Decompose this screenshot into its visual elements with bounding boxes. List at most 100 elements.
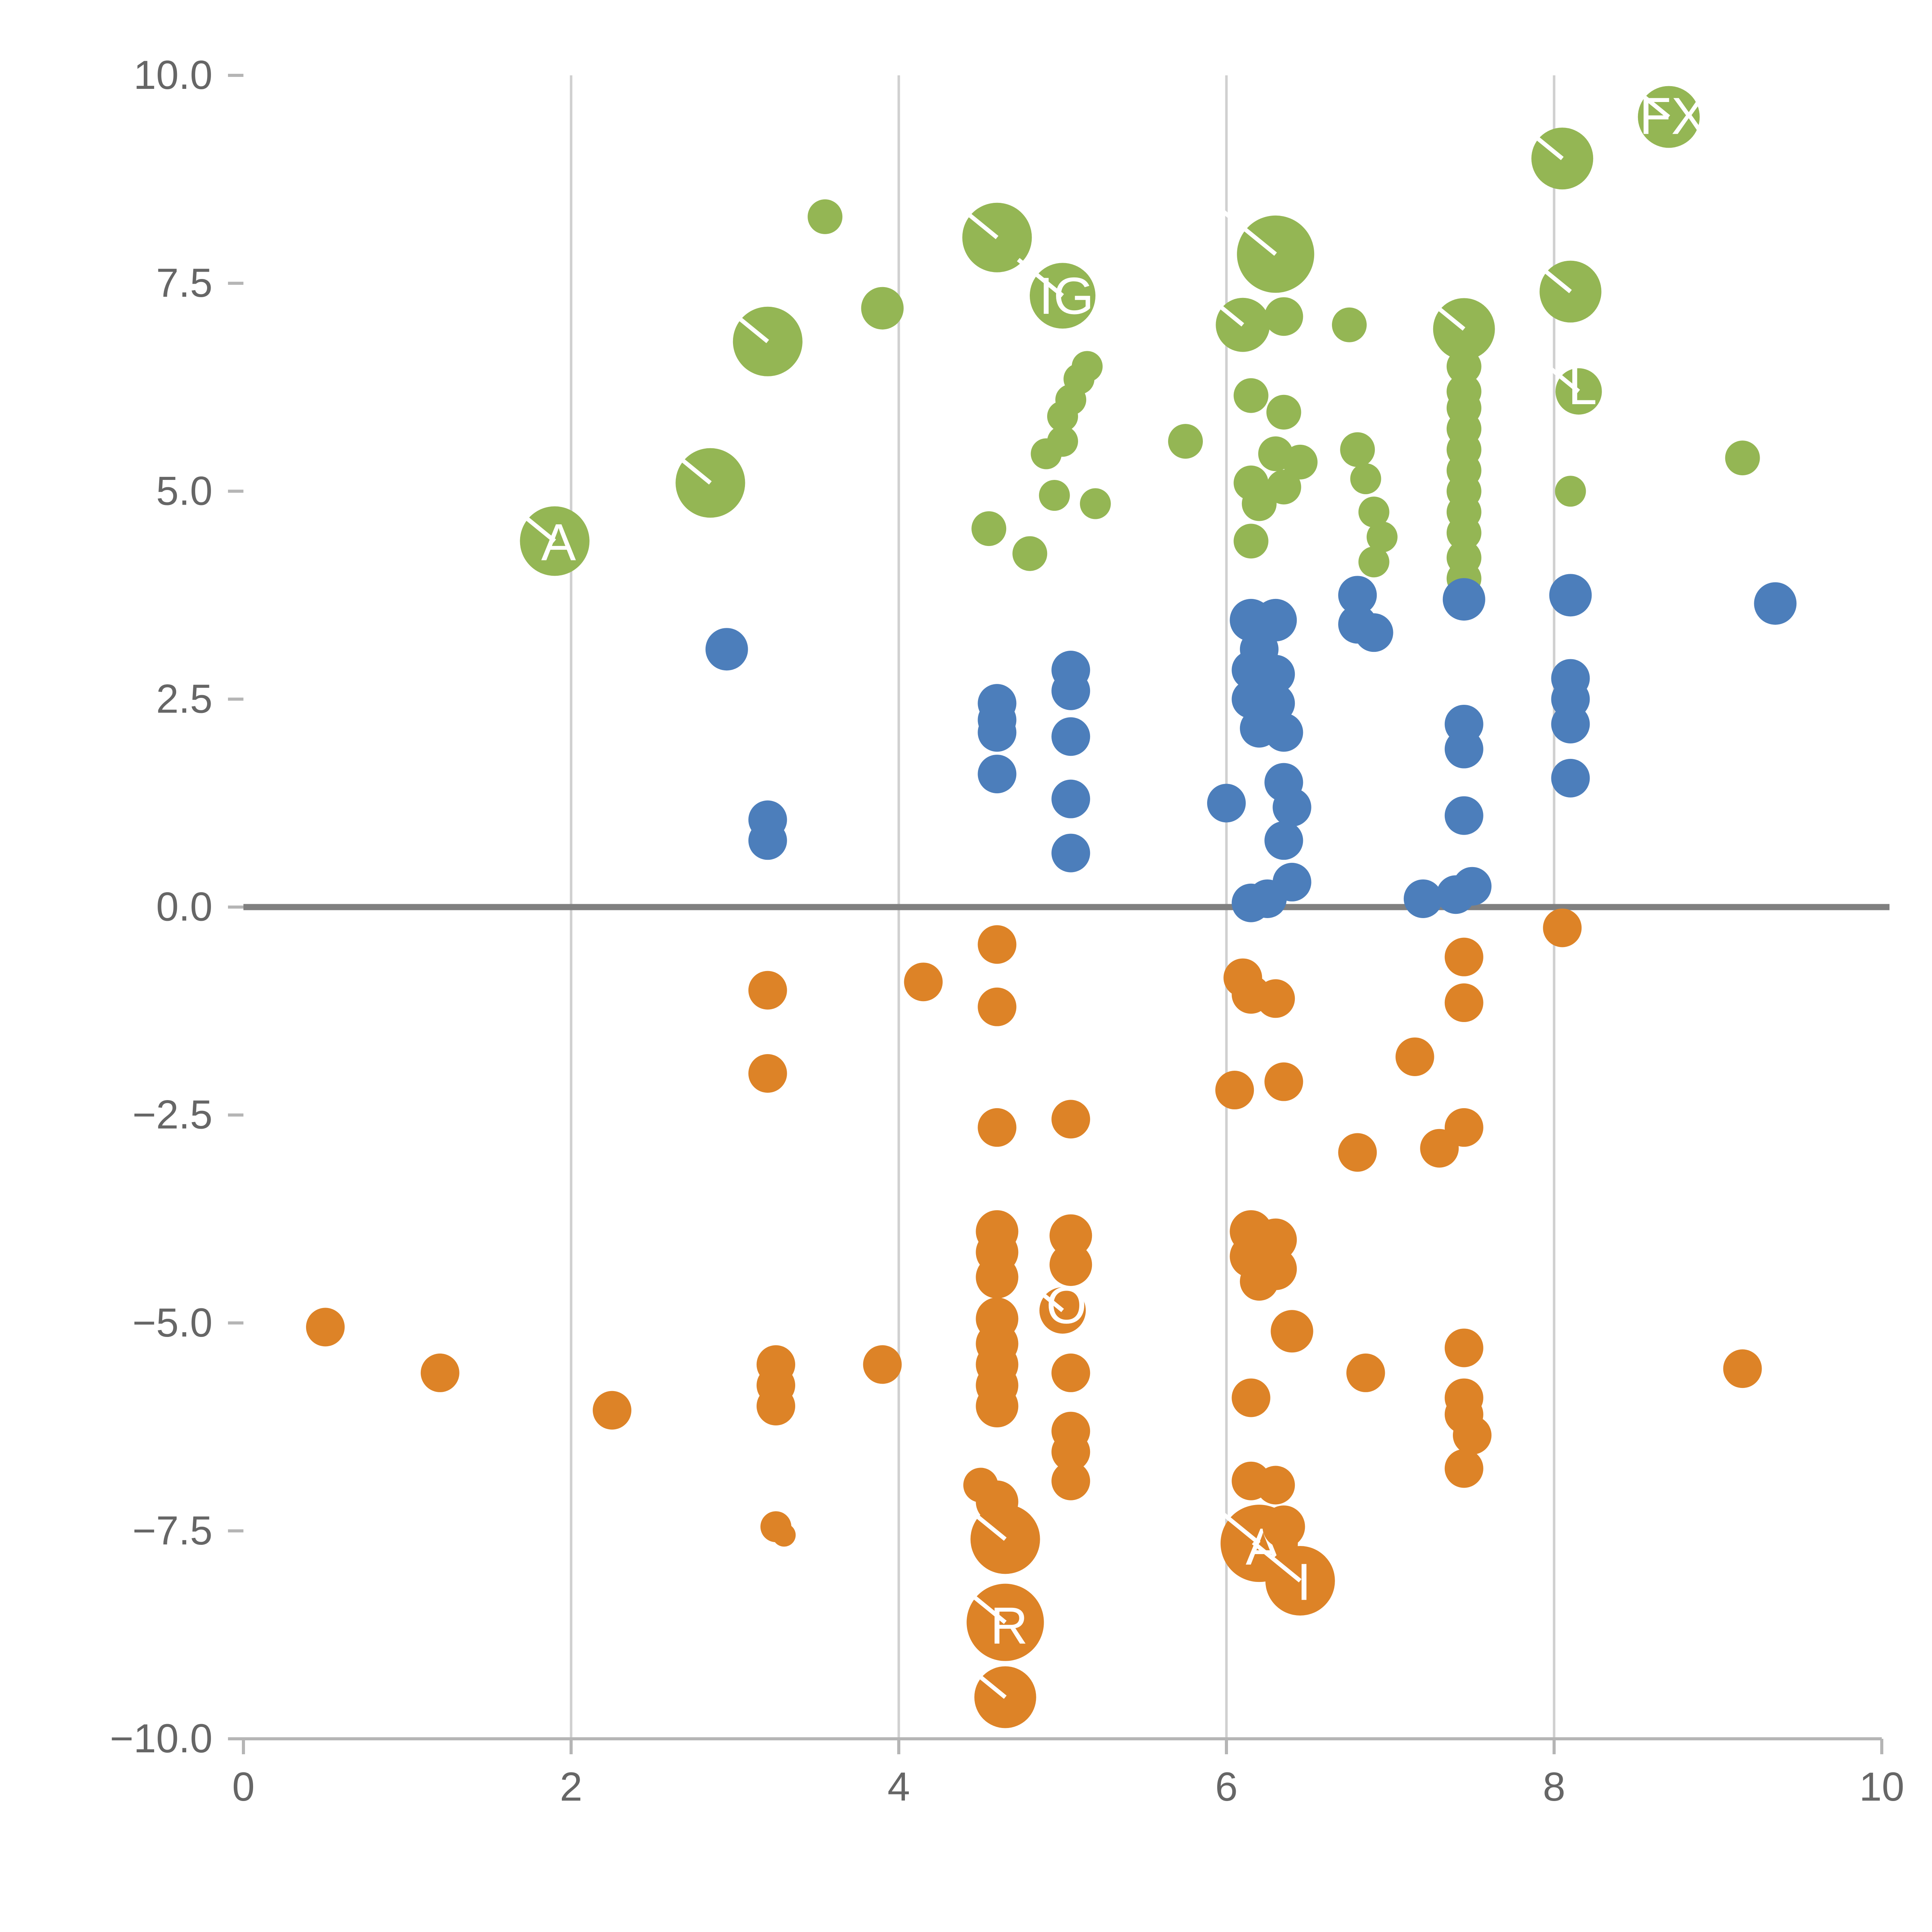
point-label: IG [1039,267,1094,325]
scatter-point-green [1282,444,1318,480]
scatter-point-green [1012,536,1048,571]
scatter-point-green [962,202,1032,272]
scatter-point-green [1358,546,1389,578]
scatter-point-blue [1338,576,1377,615]
scatter-point-green [1366,521,1398,553]
scatter-point-orange [772,1523,796,1547]
scatter-point-orange [1262,1505,1305,1548]
scatter-point-orange [1444,1328,1483,1367]
scatter-point-orange [1051,1461,1090,1500]
point-annotation-line [1222,210,1277,256]
point-annotation-line [1527,256,1572,293]
scatter-point-blue [1403,879,1442,918]
scatter-point-green [1725,440,1760,476]
point-annotation-line [957,1499,1007,1541]
scatter-point-blue [1272,788,1311,827]
point-annotation-line [1519,122,1564,160]
scatter-point-orange [1444,1108,1483,1147]
scatter-point-green [1071,351,1103,382]
scatter-point-orange [757,1387,795,1425]
scatter-point-green [1168,424,1203,459]
scatter-point-orange [1723,1349,1762,1388]
scatter-point-green [971,511,1007,546]
x-tick-label: 0 [232,1764,255,1810]
scatter-point-orange [1395,1037,1434,1076]
scatter-point-green [1446,515,1481,550]
y-tick-label: −7.5 [133,1508,213,1553]
scatter-point-green [1242,486,1277,521]
scatter-point-orange [1051,1100,1090,1139]
scatter-point-green [1047,426,1078,457]
scatter-point-orange [904,963,943,1002]
scatter-point-orange [1049,1243,1092,1286]
point-label: FX [1639,87,1706,145]
scatter-point-orange [1051,1432,1090,1471]
scatter-point-orange [1453,1416,1492,1455]
x-tick-label: 10 [1859,1764,1905,1810]
point-annotation-line [662,443,712,485]
scatter-point-blue [748,821,787,860]
scatter-point-blue [1051,671,1090,710]
scatter-point-blue [1436,875,1475,914]
scatter-point-blue [1354,613,1393,652]
y-tick-label: 5.0 [156,468,213,514]
scatter-point-blue [705,628,748,671]
scatter-point-orange [978,925,1017,964]
scatter-point-orange [593,1391,631,1430]
point-annotation-line [1546,364,1580,393]
scatter-point-green [1264,297,1303,336]
scatter-point-orange [748,971,787,1010]
scatter-point-orange [1444,937,1483,976]
point-annotation-line [1030,1283,1064,1312]
y-tick-label: 2.5 [156,676,213,721]
point-annotation-line [1206,1499,1261,1545]
scatter-point-green [1340,432,1375,467]
scatter-point-blue [1051,833,1090,872]
y-tick-label: −5.0 [133,1300,213,1345]
scatter-point-green [1233,524,1269,559]
x-tick-label: 4 [888,1764,910,1810]
scatter-point-blue [1549,574,1592,617]
scatter-point-green [808,199,843,234]
scatter-point-green [1332,307,1367,342]
scatter-point-orange [863,1345,902,1384]
scatter-point-green [1233,378,1269,413]
point-annotation-line [506,501,556,543]
scatter-point-blue [1051,779,1090,818]
y-tick-label: 10.0 [134,53,213,98]
scatter-point-orange [1444,983,1483,1022]
point-annotation-line [1421,293,1466,331]
scatter-point-orange [1256,979,1295,1018]
scatter-point-orange [1231,1378,1270,1417]
scatter-point-orange [1346,1353,1385,1392]
scatter-point-green [1446,349,1481,384]
point-label: L [1568,357,1597,415]
scatter-point-orange [1240,1262,1279,1301]
x-tick-label: 2 [560,1764,582,1810]
scatter-point-orange [1264,1062,1303,1101]
scatter-point-orange [306,1308,345,1347]
scatter-point-blue [1551,759,1590,798]
scatter-point-green [1350,463,1381,494]
scatter-point-orange [1049,1214,1092,1257]
scatter-point-blue [1254,599,1297,641]
scatter-point-blue [1264,713,1303,752]
point-annotation-line [949,197,998,240]
y-tick-label: 0.0 [156,884,213,930]
scatter-point-green [675,448,745,518]
scatter-point-orange [978,987,1017,1026]
scatter-point-green [1080,488,1111,519]
scatter-point-blue [1444,796,1483,835]
point-label: R [990,1597,1028,1655]
scatter-point-green [1039,480,1070,511]
scatter-point-blue [1256,655,1295,694]
scatter-point-blue [1231,883,1270,922]
scatter-point-green [1266,469,1301,505]
scatter-point-orange [1543,908,1582,947]
scatter-point-orange [748,1054,787,1093]
scatter-point-blue [1264,821,1303,860]
scatter-point-blue [1051,717,1090,756]
scatter-point-orange [1338,1133,1377,1172]
scatter-point-orange [1051,1353,1090,1392]
